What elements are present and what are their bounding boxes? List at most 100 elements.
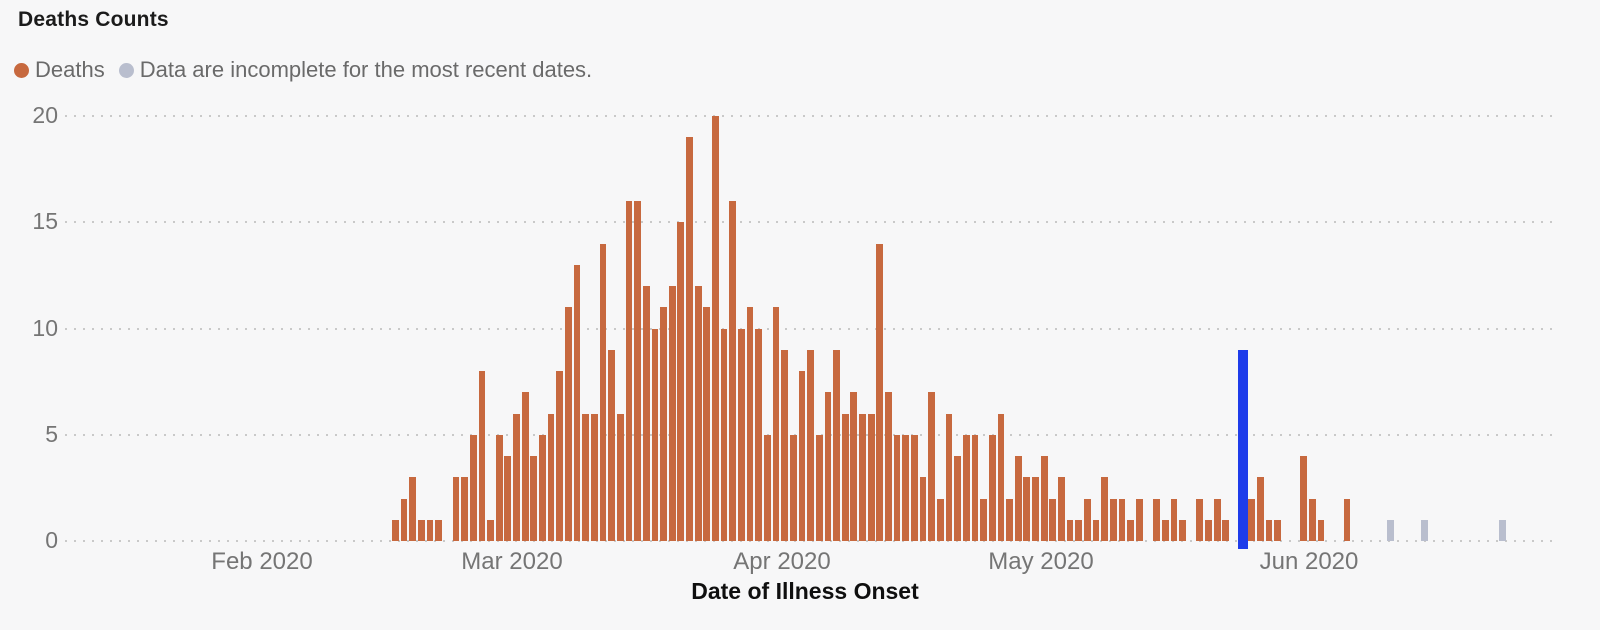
deaths-bar[interactable]	[971, 434, 979, 541]
deaths-bar[interactable]	[833, 349, 840, 541]
deaths-bar[interactable]	[565, 307, 572, 541]
deaths-bar[interactable]	[841, 413, 849, 541]
deaths-bar[interactable]	[521, 392, 529, 541]
deaths-bar[interactable]	[962, 434, 970, 541]
deaths-bar[interactable]	[1343, 498, 1351, 541]
deaths-bar[interactable]	[694, 286, 702, 541]
deaths-bar[interactable]	[798, 371, 806, 541]
deaths-bar[interactable]	[763, 434, 771, 541]
deaths-bar[interactable]	[1040, 456, 1048, 541]
deaths-bar[interactable]	[1118, 498, 1126, 541]
deaths-bar[interactable]	[642, 286, 650, 541]
deaths-bar[interactable]	[1265, 519, 1273, 541]
deaths-bar[interactable]	[1300, 456, 1308, 541]
deaths-bar[interactable]	[625, 201, 633, 541]
deaths-bar[interactable]	[807, 349, 814, 541]
deaths-bar[interactable]	[867, 413, 875, 541]
deaths-bar[interactable]	[677, 222, 685, 541]
deaths-bar[interactable]	[893, 434, 901, 541]
deaths-bar[interactable]	[954, 456, 962, 541]
deaths-bar[interactable]	[1308, 498, 1316, 541]
deaths-bar[interactable]	[1014, 456, 1022, 541]
deaths-bar[interactable]	[651, 328, 659, 541]
deaths-bar[interactable]	[1049, 498, 1057, 541]
deaths-bar[interactable]	[478, 371, 486, 541]
deaths-bar[interactable]	[1023, 477, 1031, 541]
deaths-bar[interactable]	[902, 434, 910, 541]
incomplete-data-bar[interactable]	[1499, 519, 1506, 541]
legend-item-deaths[interactable]: Deaths	[14, 57, 105, 83]
deaths-bar[interactable]	[426, 519, 434, 541]
deaths-bar[interactable]	[729, 201, 737, 541]
deaths-bar[interactable]	[824, 392, 832, 541]
deaths-bar[interactable]	[660, 307, 667, 541]
deaths-bar[interactable]	[590, 413, 598, 541]
deaths-bar[interactable]	[919, 477, 927, 541]
deaths-bar[interactable]	[1127, 519, 1135, 541]
deaths-bar[interactable]	[556, 371, 564, 541]
deaths-bar[interactable]	[1075, 519, 1083, 541]
deaths-bar[interactable]	[616, 413, 624, 541]
deaths-bar[interactable]	[876, 243, 884, 541]
deaths-bar[interactable]	[1248, 498, 1256, 541]
highlighted-bar[interactable]	[1238, 349, 1249, 549]
deaths-bar[interactable]	[573, 264, 581, 541]
deaths-bar[interactable]	[746, 307, 754, 541]
deaths-bar[interactable]	[1196, 498, 1204, 541]
deaths-bar[interactable]	[469, 434, 477, 541]
deaths-bar[interactable]	[911, 434, 918, 541]
deaths-bar[interactable]	[1205, 519, 1212, 541]
deaths-bar[interactable]	[755, 328, 763, 541]
deaths-bar[interactable]	[1257, 477, 1264, 541]
deaths-bar[interactable]	[772, 307, 780, 541]
deaths-bar[interactable]	[1161, 519, 1169, 541]
deaths-bar[interactable]	[599, 243, 607, 541]
deaths-bar[interactable]	[539, 434, 546, 541]
deaths-bar[interactable]	[1317, 519, 1325, 541]
deaths-bar[interactable]	[409, 477, 417, 541]
deaths-bar[interactable]	[634, 201, 641, 541]
deaths-bar[interactable]	[1101, 477, 1109, 541]
deaths-bar[interactable]	[1179, 519, 1186, 541]
deaths-bar[interactable]	[945, 413, 953, 541]
deaths-bar[interactable]	[495, 434, 503, 541]
deaths-bar[interactable]	[850, 392, 858, 541]
deaths-bar[interactable]	[668, 286, 676, 541]
deaths-bar[interactable]	[885, 392, 892, 541]
deaths-bar[interactable]	[1135, 498, 1143, 541]
incomplete-data-bar[interactable]	[1386, 519, 1394, 541]
deaths-bar[interactable]	[582, 413, 590, 541]
deaths-bar[interactable]	[1153, 498, 1160, 541]
deaths-bar[interactable]	[1066, 519, 1074, 541]
deaths-bar[interactable]	[1222, 519, 1230, 541]
deaths-bar[interactable]	[392, 519, 399, 541]
deaths-bar[interactable]	[530, 456, 538, 541]
deaths-bar[interactable]	[452, 477, 460, 541]
deaths-bar[interactable]	[738, 328, 745, 541]
deaths-bar[interactable]	[720, 328, 728, 541]
deaths-bar[interactable]	[1084, 498, 1091, 541]
deaths-bar[interactable]	[781, 349, 789, 541]
deaths-bar[interactable]	[859, 413, 866, 541]
deaths-bar[interactable]	[928, 392, 936, 541]
deaths-bar[interactable]	[547, 413, 555, 541]
deaths-bar[interactable]	[461, 477, 468, 541]
deaths-bar[interactable]	[686, 137, 693, 541]
deaths-bar[interactable]	[513, 413, 520, 541]
deaths-bar[interactable]	[703, 307, 711, 541]
deaths-bar[interactable]	[1213, 498, 1221, 541]
deaths-bar[interactable]	[988, 434, 996, 541]
deaths-bar[interactable]	[1032, 477, 1039, 541]
legend-item-incomplete-data[interactable]: Data are incomplete for the most recent …	[118, 57, 592, 83]
deaths-bar[interactable]	[400, 498, 408, 541]
deaths-bar[interactable]	[936, 498, 944, 541]
deaths-bar[interactable]	[980, 498, 987, 541]
incomplete-data-bar[interactable]	[1421, 519, 1429, 541]
deaths-bar[interactable]	[417, 519, 425, 541]
deaths-bar[interactable]	[1109, 498, 1117, 541]
deaths-bar[interactable]	[1170, 498, 1178, 541]
deaths-bar[interactable]	[487, 519, 494, 541]
deaths-bar[interactable]	[504, 456, 512, 541]
deaths-bar[interactable]	[815, 434, 823, 541]
deaths-bar[interactable]	[1274, 519, 1282, 541]
